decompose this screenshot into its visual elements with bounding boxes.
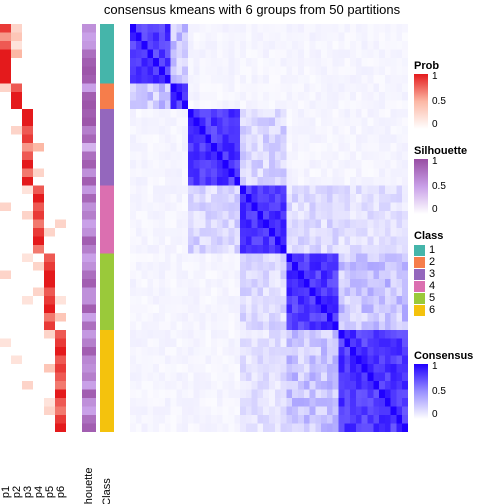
class-column bbox=[100, 24, 114, 432]
legend-gradient bbox=[414, 159, 428, 214]
legend-item: 6 bbox=[414, 304, 443, 316]
legend-consensus: Consensus1 0.5 0 bbox=[414, 350, 473, 419]
legend-tick: 1 bbox=[432, 361, 438, 372]
legend-item: 5 bbox=[414, 292, 443, 304]
legend-tick: 0 bbox=[432, 409, 438, 420]
x-axis-labels: p1p2p3p4p5p6SilhouetteClass bbox=[0, 438, 200, 498]
legend-label: 4 bbox=[429, 280, 435, 292]
legend-label: 1 bbox=[429, 244, 435, 256]
legend-swatch bbox=[414, 257, 425, 268]
legend-item: 3 bbox=[414, 268, 443, 280]
legend-title: Class bbox=[414, 230, 443, 242]
legend-gradient bbox=[414, 364, 428, 419]
legend-gradient bbox=[414, 74, 428, 129]
legend-tick: 0 bbox=[432, 204, 438, 215]
axis-label: p1 bbox=[0, 462, 12, 504]
legend-swatch bbox=[414, 281, 425, 292]
legend-label: 2 bbox=[429, 256, 435, 268]
axis-label: p5 bbox=[44, 462, 56, 504]
axis-label: p4 bbox=[33, 462, 45, 504]
legend-title: Consensus bbox=[414, 350, 473, 362]
legend-title: Silhouette bbox=[414, 145, 467, 157]
axis-label: Silhouette bbox=[83, 462, 95, 504]
legend-prob: Prob10.50 bbox=[414, 60, 439, 129]
legend-tick: 0.5 bbox=[432, 181, 446, 192]
legend-label: 5 bbox=[429, 292, 435, 304]
legend-item: 2 bbox=[414, 256, 443, 268]
silhouette-column bbox=[82, 24, 96, 432]
legend-label: 3 bbox=[429, 268, 435, 280]
axis-label: p6 bbox=[55, 462, 67, 504]
legend-swatch bbox=[414, 293, 425, 304]
legend-item: 1 bbox=[414, 244, 443, 256]
axis-label: p2 bbox=[11, 462, 23, 504]
legend-tick: 1 bbox=[432, 71, 438, 82]
axis-label: p3 bbox=[22, 462, 34, 504]
consensus-matrix bbox=[130, 24, 408, 432]
plot-title: consensus kmeans with 6 groups from 50 p… bbox=[0, 2, 504, 17]
legend-swatch bbox=[414, 269, 425, 280]
legend-label: 6 bbox=[429, 304, 435, 316]
legend-tick: 0.5 bbox=[432, 386, 446, 397]
legend-item: 4 bbox=[414, 280, 443, 292]
legend-swatch bbox=[414, 245, 425, 256]
legend-tick: 0 bbox=[432, 119, 438, 130]
axis-label: Class bbox=[101, 462, 113, 504]
legend-class: Class 123456 bbox=[414, 230, 443, 316]
legend-silhouette: Silhouette1 0.5 0 bbox=[414, 145, 467, 214]
prob-heatmap bbox=[0, 24, 66, 432]
legend-tick: 1 bbox=[432, 156, 438, 167]
legend-tick: 0.5 bbox=[432, 96, 446, 107]
legend-swatch bbox=[414, 305, 425, 316]
